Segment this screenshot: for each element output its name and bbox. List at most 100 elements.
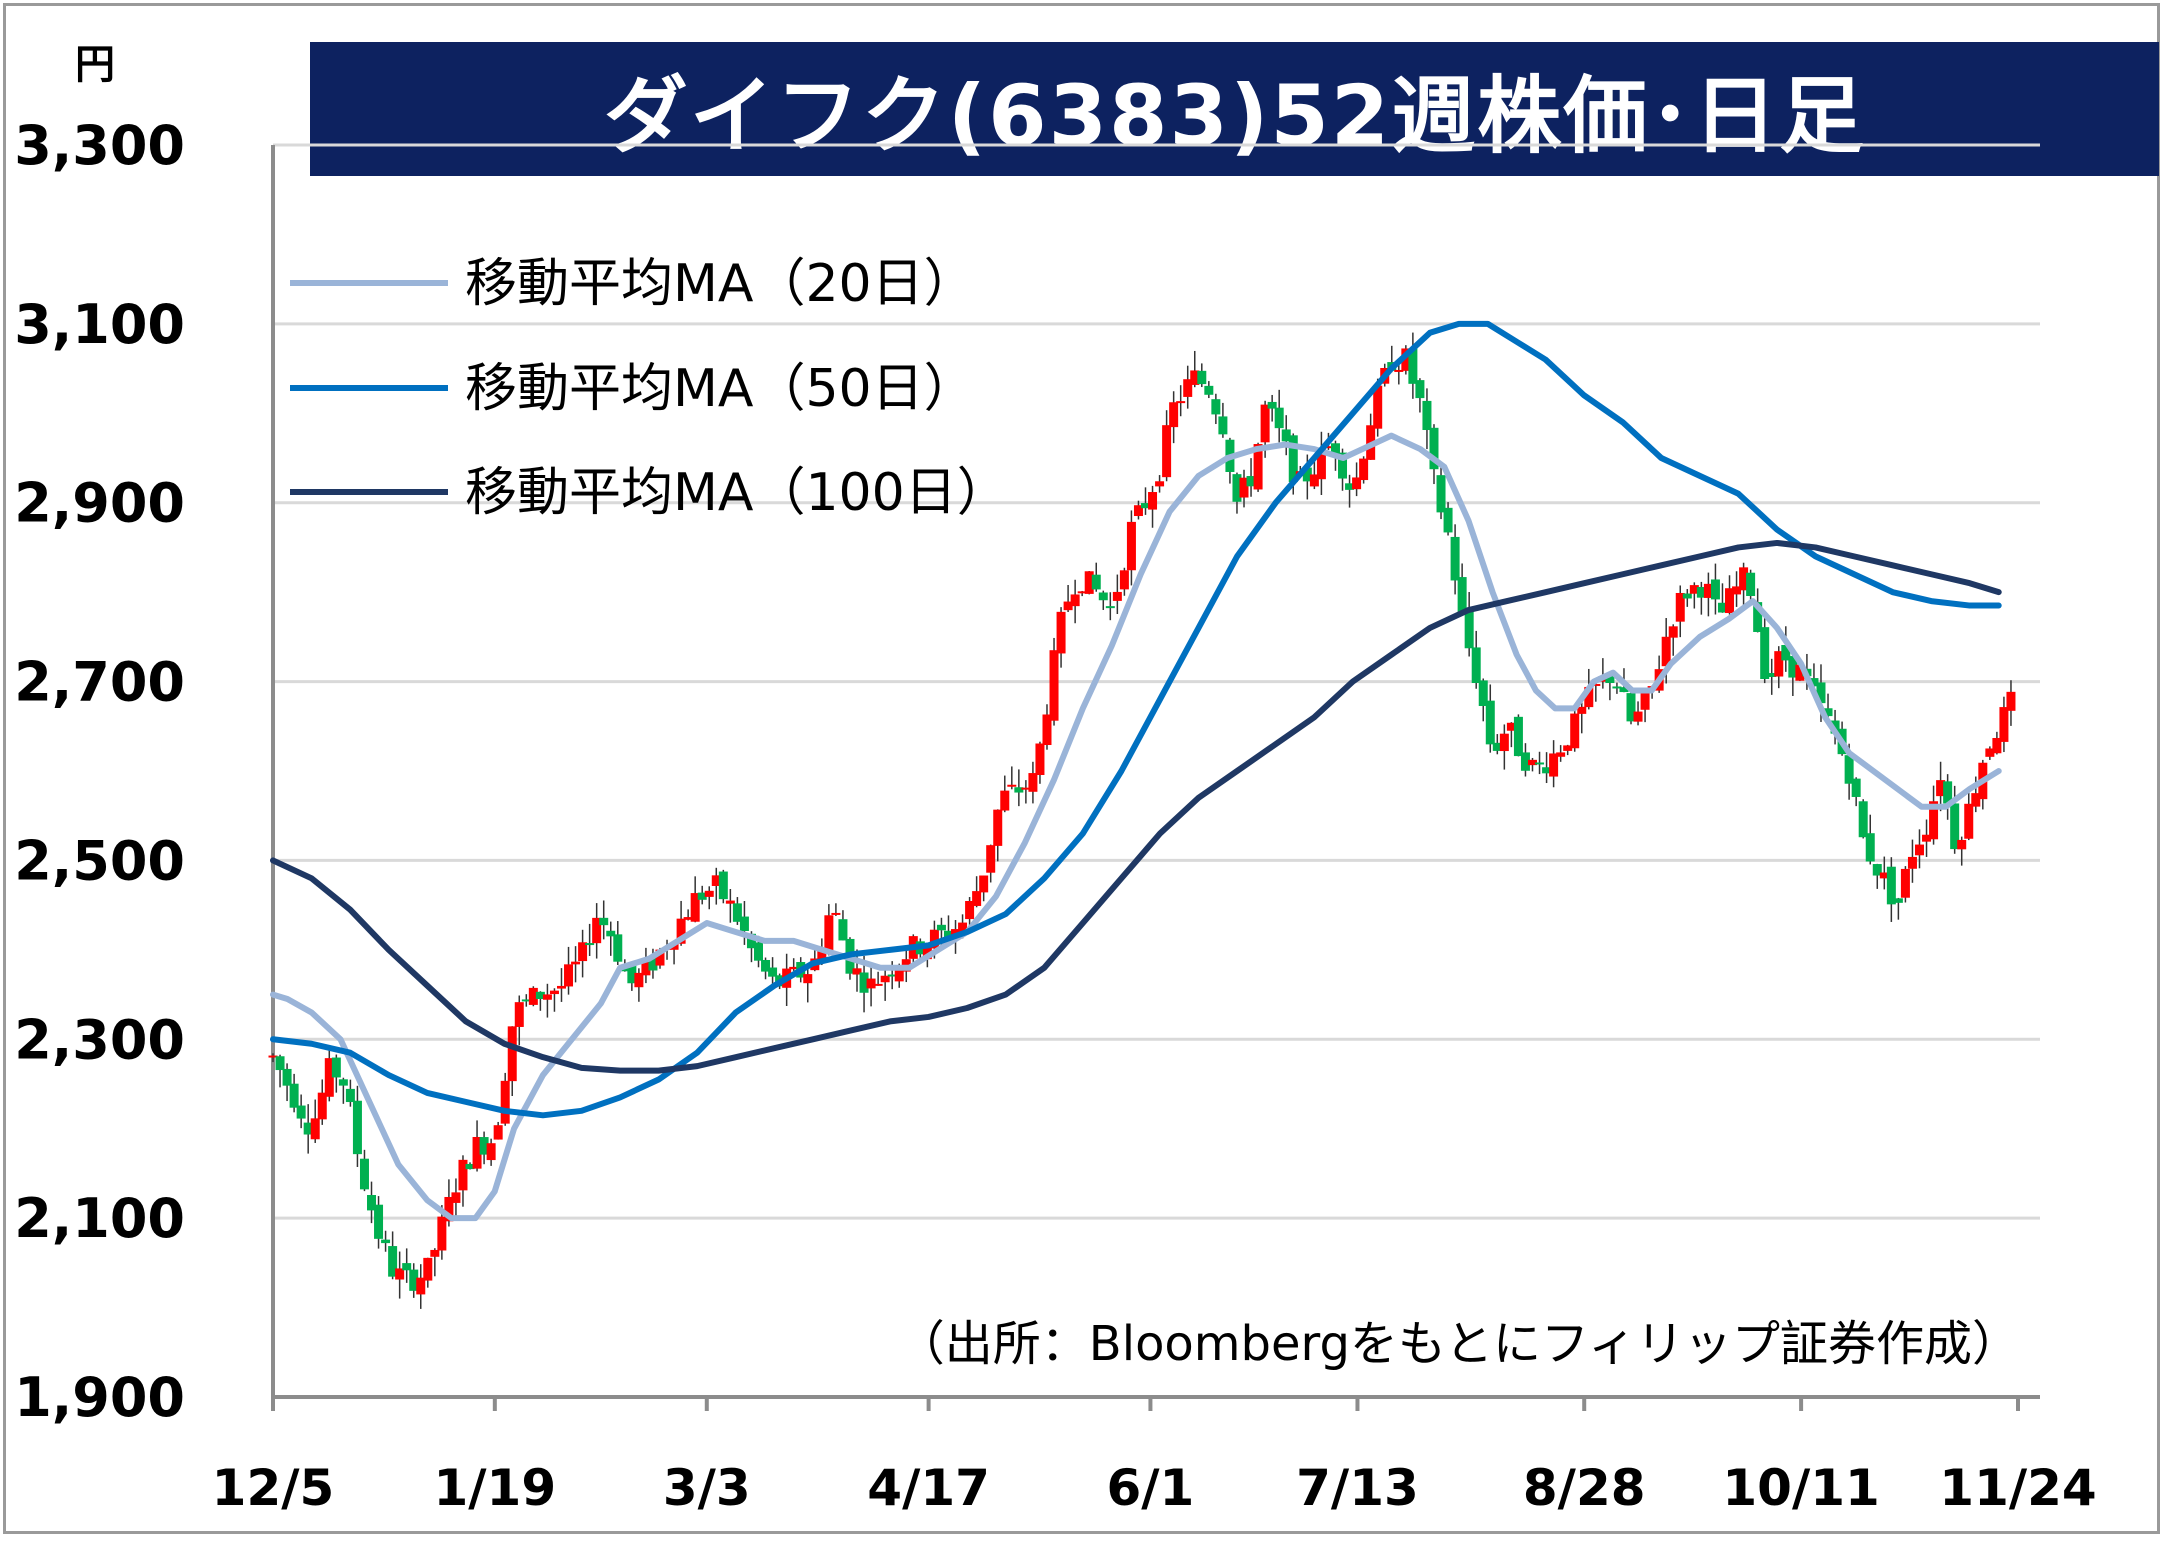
candle-down [1267,401,1277,409]
candle-up [444,1196,454,1222]
candle-up [578,942,588,962]
candle-down [1710,579,1720,600]
ma50-line [270,320,2002,1119]
legend-label-ma100-line: 移動平均MA（100日） [465,463,1009,523]
candle-up [564,964,574,987]
y-tick-label: 3,300 [14,114,185,177]
candle-down [1330,443,1340,455]
candle-down [1626,693,1636,722]
candle-up [1169,402,1179,428]
candle-up [1668,626,1678,638]
candle-up [507,1026,517,1082]
candle-up [493,1125,503,1140]
candle-up [852,968,862,975]
candle-up [1028,773,1038,792]
legend-label-ma20-line: 移動平均MA（20日） [465,254,976,314]
candle-down [1464,607,1474,649]
candle-down [1422,400,1432,431]
candle-down [613,934,623,962]
candle-down [296,1105,306,1119]
candle-down [1950,803,1960,850]
candle-down [732,903,742,922]
candle-down [1823,708,1833,717]
chart-frame [3,3,2160,1534]
candle-up [451,1192,461,1203]
candle-up [655,949,665,966]
candle-up [1936,780,1946,797]
candle-up [1260,404,1270,443]
candle-up [430,1249,440,1257]
candle-down [1415,380,1425,399]
candle-up [1000,790,1010,811]
candle-up [1162,425,1172,478]
candle-down [521,999,531,1002]
candle-up [894,966,904,982]
x-tick-labels: 12/5 1/19 3/3 4/17 6/1 7/13 8/28 10/11 11/24 [212,1459,2097,1517]
candle-up [268,1055,278,1058]
candle-up [1119,570,1129,590]
chart-title: ダイフク(6383)52週株価･日足 [603,66,1866,165]
candle-down [768,967,778,977]
candle-up [1957,839,1967,850]
candle-up [641,959,651,976]
candle-up [1394,369,1404,372]
candle-up [1056,611,1066,654]
x-tick-label: 10/11 [1722,1459,1879,1517]
candle-up [1675,592,1685,622]
candle-down [746,933,756,949]
candle-down [599,917,609,926]
candle-down [409,1269,419,1291]
candle-down [838,919,848,941]
candle-up [1570,713,1580,749]
source-note: （出所：Bloombergをもとにフィリップ証券作成） [897,1316,2020,1372]
candle-up [1879,872,1889,879]
candle-up [1352,477,1362,490]
candle-down [367,1195,377,1211]
candle-up [1070,594,1080,607]
candle-up [1499,733,1509,752]
candle-down [1851,778,1861,797]
axes [271,145,2040,1411]
candle-down [754,942,764,961]
candle-down [402,1263,412,1271]
candle-up [922,946,932,960]
candle-down [1865,833,1875,862]
candle-up [690,893,700,922]
candle-up [1077,591,1087,594]
candle-down [352,1100,362,1155]
candle-down [1696,587,1706,598]
candle-up [711,875,721,886]
candle-up [1900,868,1910,898]
candle-up [1527,759,1537,766]
candle-down [1218,416,1228,435]
candle-up [1732,586,1742,595]
candle-up [1577,706,1587,714]
candle-down [479,1137,489,1155]
candle-down [1492,742,1502,751]
candle-down [1535,762,1545,765]
candle-down [1781,644,1791,661]
candle-up [1640,690,1650,710]
candle-down [331,1057,341,1078]
candle-down [585,943,595,946]
candle-up [514,1002,524,1027]
candle-down [289,1083,299,1108]
candle-up [592,917,602,944]
candle-down [1767,673,1777,677]
candle-up [1992,737,2002,754]
candle-down [381,1239,391,1244]
candle-up [929,929,939,949]
candle-up [1689,585,1699,594]
candle-down [943,930,953,939]
candle-down [359,1158,369,1190]
candle-down [1098,592,1108,601]
candle-down [1886,866,1896,905]
y-tick-label: 3,100 [14,293,185,356]
candle-down [345,1088,355,1103]
candle-up [324,1058,334,1097]
candle-up [1309,474,1319,487]
candle-up [1021,787,1031,790]
candle-up [1556,752,1566,757]
candle-up [725,900,735,904]
legend-label-ma50-line: 移動平均MA（50日） [465,359,976,419]
